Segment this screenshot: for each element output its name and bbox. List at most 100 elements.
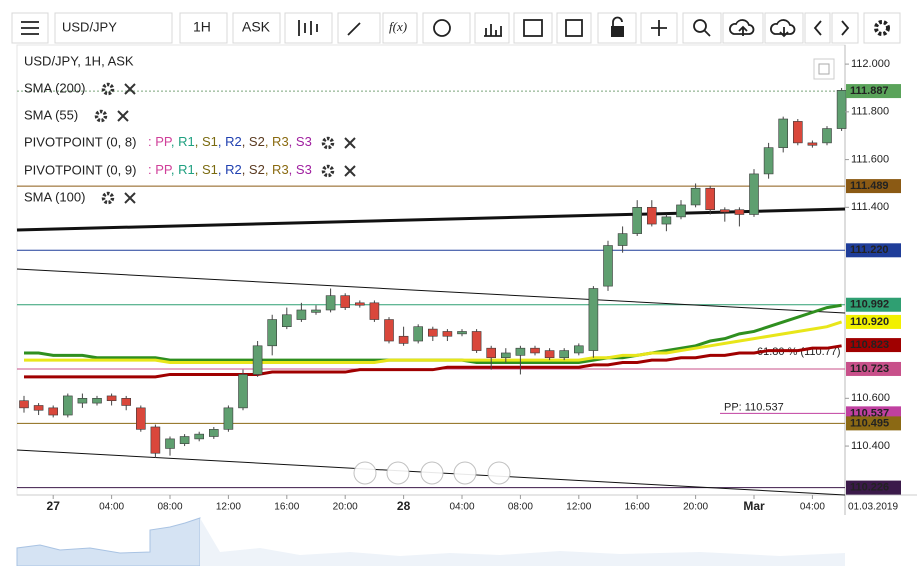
candle-body [632,207,643,234]
candle-body [646,207,657,225]
remove-icon[interactable] [344,165,356,177]
candle-body [311,309,321,313]
candle-body [296,309,307,320]
candle-body [778,118,789,148]
settings-button[interactable] [863,12,901,44]
x-tick-label: 08:00 [508,502,533,513]
next-button[interactable] [831,12,859,44]
candle-body [325,295,336,311]
settings-icon[interactable] [101,82,115,96]
price-label-box [846,179,901,194]
candle-body [281,314,292,327]
pivot-item: , R3 [265,162,289,177]
settings-icon[interactable] [94,109,108,123]
nav-back[interactable] [353,461,377,485]
chart-type-button[interactable] [284,12,333,44]
draw-button[interactable] [337,12,381,44]
pivot-item: , S1 [195,162,218,177]
lock-shackle [612,16,623,26]
remove-icon[interactable] [117,110,129,122]
price-type-select[interactable] [232,12,281,44]
date-label: 01.03.2019 [848,502,898,513]
candle-body [194,433,204,440]
legend-entry: SMA (55) [24,107,78,122]
candle-body [836,90,847,129]
candle-icon [298,20,318,36]
zoom-button[interactable] [682,12,722,44]
info-button[interactable] [422,12,471,44]
x-tick-label: 27 [47,499,61,513]
pivot-items: : PP, R1, S1, R2, S2, R3, S3 [148,162,312,177]
legend-entry: PIVOTPOINT (0, 8) [24,134,136,149]
candle-body [121,398,131,406]
price-label: 111.220 [850,244,889,256]
prev-icon [813,20,822,36]
candle-body [705,187,716,211]
y-tick-label: 111.600 [851,153,889,165]
calendar-button[interactable] [513,12,553,44]
settings-icon[interactable] [101,191,115,205]
x-tick-label: 12:00 [216,502,241,513]
price-label: 110.495 [850,417,889,429]
x-tick-label: 12:00 [566,502,591,513]
chart-title: USD/JPY, 1H, ASK [24,53,134,68]
symbol-select[interactable] [54,12,173,44]
x-tick-label: 20:00 [333,502,358,513]
candle-body [267,319,278,347]
function: f(x) [389,19,407,34]
candle-body [690,187,701,206]
candle-body [238,374,248,409]
nav-zoom-in[interactable] [453,461,477,485]
timeframe-select[interactable] [179,12,228,44]
pivot-item: , S3 [289,162,312,177]
settings-icon[interactable] [321,136,335,150]
symbol: USD/JPY [62,19,117,34]
settings-icon[interactable] [321,164,335,178]
remove-icon[interactable] [124,192,136,204]
price-label-box [846,84,901,99]
price-label-box [846,243,901,258]
plot [19,87,847,458]
candle-body [252,345,263,375]
candle-body [792,121,803,144]
y-tick-label: 111.400 [851,201,889,213]
prev-button[interactable] [804,12,831,44]
nav-reset[interactable] [420,461,444,485]
x-tick-label: 16:00 [625,502,650,513]
remove-icon[interactable] [344,137,356,149]
pivot-item: : PP [148,134,172,149]
candle-body [209,429,219,437]
pivot-item: , R1 [171,134,195,149]
price-labels: 112.000 111.800 111.600 111.400 110.600 110.4… [845,58,901,495]
candle-body [223,407,234,430]
candle-body [734,209,745,215]
price-label-box [846,361,901,376]
function-button[interactable] [382,12,418,44]
nav-zoom-out[interactable] [386,461,410,485]
x-tick-label: Mar [743,499,765,513]
price-label: 110.226 [850,482,889,494]
bars-icon [484,24,502,37]
indicator-list: SMA (200)SMA (55)PIVOTPOINT (0, 8): PP, … [24,80,356,205]
candle-body [62,395,73,416]
candle-body [471,331,482,351]
candle-body [719,209,730,213]
price-label-box [846,416,901,431]
remove-icon[interactable] [124,83,136,95]
price-label: 110.992 [850,299,889,311]
calendar-icon [523,19,543,37]
candle-body [33,405,44,411]
candle-body [136,407,146,430]
report-button[interactable] [556,12,592,44]
channel-line [16,268,846,314]
timeframe: 1H [193,19,211,35]
candle-body [369,302,380,320]
expand-button[interactable] [813,58,835,80]
trend-line [16,207,846,232]
indicators-button[interactable] [474,12,510,44]
pivot-item: , R2 [218,134,242,149]
toolbar: USD/JPY 1H ASK f(x) [11,12,901,44]
pivot-item: , S2 [242,162,265,177]
candle-body [486,347,497,359]
nav-forward[interactable] [487,461,511,485]
